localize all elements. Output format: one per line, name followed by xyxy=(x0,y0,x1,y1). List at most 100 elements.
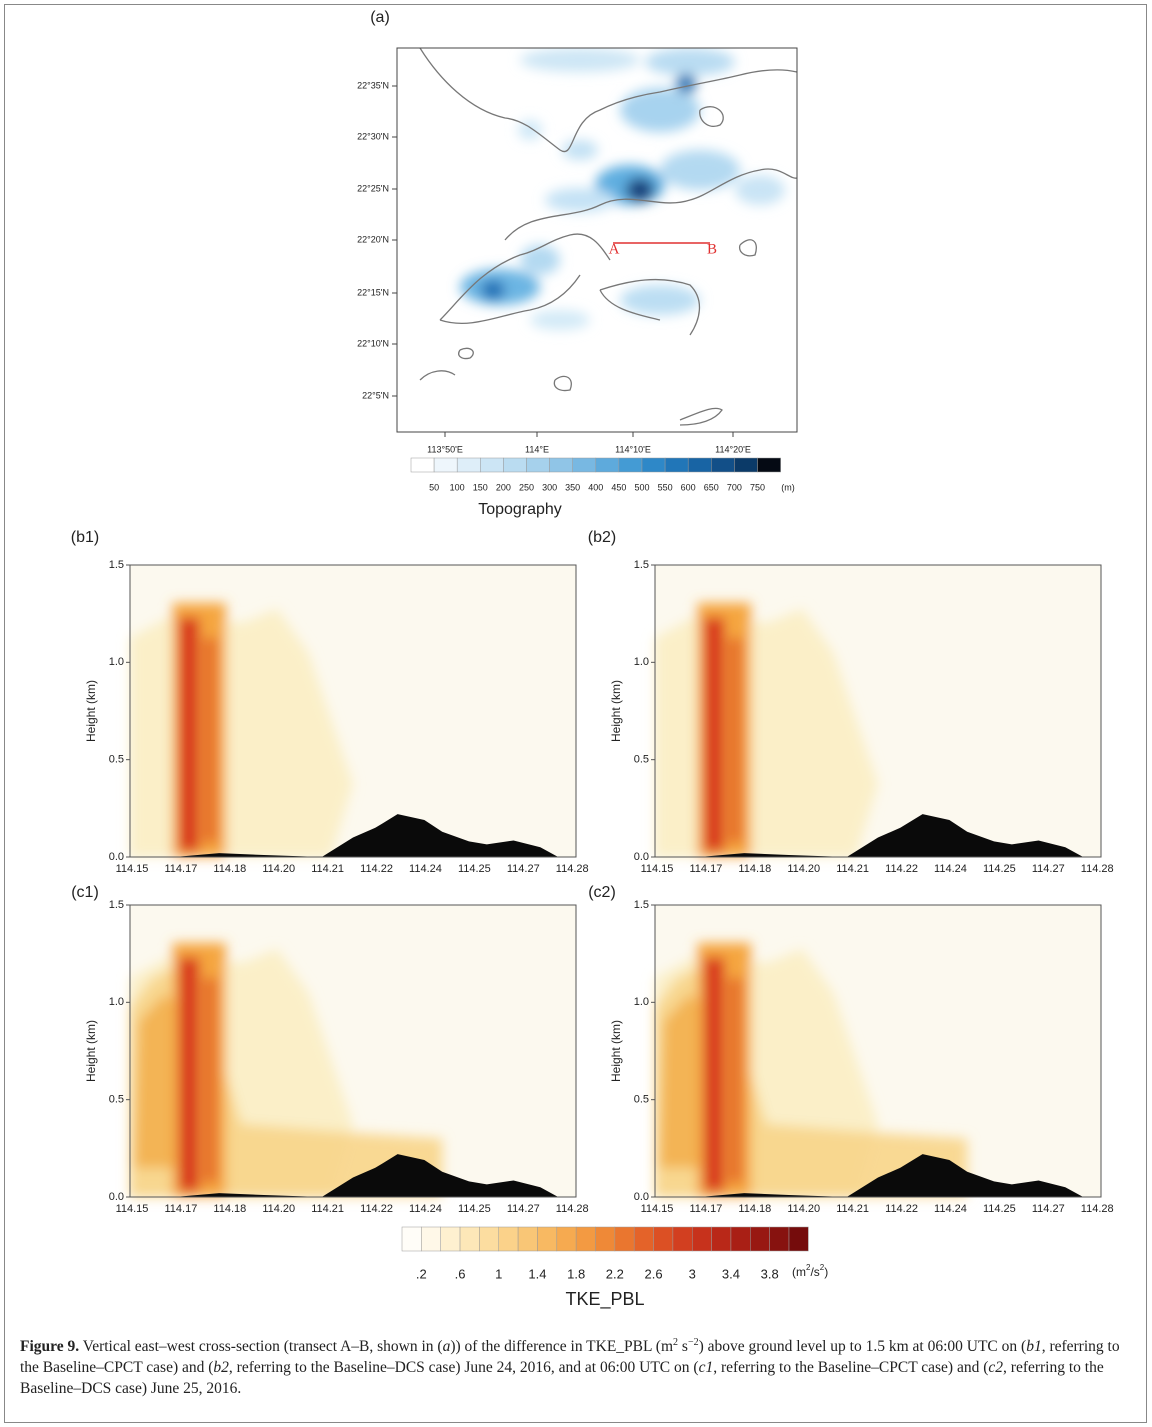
colorbar-label: 700 xyxy=(727,482,742,492)
terrain xyxy=(655,1154,1101,1197)
colorbar-box xyxy=(711,1226,732,1252)
y-tick-label: 0.5 xyxy=(109,1094,124,1106)
caption-text: 2 xyxy=(673,1336,679,1348)
y-tick-label: 0.5 xyxy=(634,754,649,766)
colorbar-label: 400 xyxy=(588,482,603,492)
caption-text: )) of the difference in TKE_PBL (m xyxy=(450,1338,674,1355)
x-tick-label: 114.24 xyxy=(934,863,967,875)
y-tick-label: 1.0 xyxy=(109,656,124,668)
lon-label: 114°20'E xyxy=(715,444,751,454)
colorbar-label: 150 xyxy=(473,482,488,492)
colorbar-label: 2.6 xyxy=(645,1266,663,1281)
y-tick-label: 1.5 xyxy=(634,899,649,911)
colorbar-box xyxy=(653,1226,674,1252)
unit-part: /s xyxy=(810,1265,819,1279)
colorbar-box xyxy=(618,457,643,473)
colorbar-box xyxy=(769,1226,790,1252)
colorbar-label: 1 xyxy=(495,1266,502,1281)
x-tick-label: 114.18 xyxy=(213,863,246,875)
x-tick-label: 114.24 xyxy=(409,863,442,875)
topography-shading xyxy=(460,48,785,330)
figure-border xyxy=(4,4,1147,1423)
terrain xyxy=(130,814,576,857)
x-tick-label: 114.15 xyxy=(641,1203,674,1215)
colorbar-label: 3.4 xyxy=(722,1266,740,1281)
lat-label: 22°30'N xyxy=(357,131,389,141)
colorbar-box xyxy=(401,1226,422,1252)
map-background xyxy=(397,48,797,432)
x-tick-label: 114.28 xyxy=(556,1203,589,1215)
colorbar-box xyxy=(480,457,504,473)
x-tick-label: 114.21 xyxy=(311,863,344,875)
colorbar-label: 750 xyxy=(750,482,765,492)
lat-label: 22°15'N xyxy=(357,287,389,297)
x-tick-label: 114.27 xyxy=(507,1203,540,1215)
tke-contour xyxy=(203,638,217,843)
caption-text: b2 xyxy=(213,1359,229,1376)
terrain xyxy=(655,814,1101,857)
transect-point: A xyxy=(609,241,620,257)
lat-label: 22°35'N xyxy=(357,80,389,90)
colorbar-box xyxy=(687,457,712,473)
x-tick-label: 114.27 xyxy=(1032,863,1065,875)
x-tick-label: 114.22 xyxy=(885,1203,918,1215)
panel-label: (b2) xyxy=(588,529,616,546)
colorbar-box xyxy=(526,457,550,473)
y-tick-label: 1.0 xyxy=(109,996,124,1008)
y-tick-label: 0.0 xyxy=(634,851,649,863)
colorbar-box xyxy=(595,457,620,473)
x-tick-label: 114.20 xyxy=(787,863,820,875)
colorbar-label: 250 xyxy=(519,482,534,492)
colorbar-box xyxy=(572,457,597,473)
colorbar-box xyxy=(456,457,481,473)
tke-shading xyxy=(655,602,878,857)
panel-label: (c2) xyxy=(588,884,616,901)
tke-contour xyxy=(704,957,725,1192)
x-tick-label: 114.18 xyxy=(213,1203,246,1215)
plot-frame xyxy=(129,564,577,858)
tke-contour xyxy=(134,992,184,1168)
colorbar-label: 3 xyxy=(689,1266,696,1281)
figure-caption: Figure 9. Vertical east–west cross-secti… xyxy=(20,1336,1136,1399)
y-axis-label: Height (km) xyxy=(609,680,623,742)
caption-text: b1 xyxy=(1026,1338,1042,1355)
colorbar-title: Topography xyxy=(478,501,562,518)
tke-contour xyxy=(728,638,742,843)
colorbar-unit: (m2/s2) xyxy=(792,1263,828,1279)
colorbar-label: 350 xyxy=(565,482,580,492)
caption-text: c1 xyxy=(698,1359,714,1376)
tke-contour xyxy=(704,617,725,852)
tke-contour xyxy=(659,992,709,1168)
x-tick-label: 114.21 xyxy=(836,1203,869,1215)
colorbar-label: 50 xyxy=(429,482,439,492)
colorbar-box xyxy=(664,457,689,473)
plot-frame xyxy=(654,904,1102,1198)
colorbar-box xyxy=(734,457,758,473)
tke-contour xyxy=(179,957,200,1192)
panel-label: (c1) xyxy=(71,884,99,901)
colorbar-box xyxy=(575,1226,596,1252)
map-area xyxy=(397,48,797,432)
x-tick-label: 114.25 xyxy=(983,863,1016,875)
colorbar-label: 650 xyxy=(704,482,719,492)
x-tick-label: 114.28 xyxy=(1081,863,1114,875)
x-tick-label: 114.17 xyxy=(689,863,722,875)
plot-frame xyxy=(129,904,577,1198)
y-tick-label: 1.0 xyxy=(634,996,649,1008)
colorbar-box xyxy=(479,1226,499,1252)
x-tick-label: 114.24 xyxy=(409,1203,442,1215)
x-tick-label: 114.27 xyxy=(507,863,540,875)
panel-label: (b1) xyxy=(71,529,99,546)
lat-label: 22°20'N xyxy=(357,234,389,244)
caption-text: , referring to the Baseline–CPCT case) a… xyxy=(713,1359,989,1376)
x-tick-label: 114.25 xyxy=(458,1203,491,1215)
terrain xyxy=(130,1154,576,1197)
tke-contour xyxy=(203,978,217,1183)
x-tick-label: 114.25 xyxy=(458,863,491,875)
y-tick-label: 0.5 xyxy=(634,1094,649,1106)
caption-text: s xyxy=(678,1338,688,1355)
colorbar-box xyxy=(517,1226,538,1252)
cross-section-panel: (b1) 0.0 0.5 1.0 1.5 114.15 114.17 114.18 114.20… xyxy=(71,529,589,875)
x-tick-label: 114.20 xyxy=(262,1203,295,1215)
colorbar-box xyxy=(614,1226,635,1252)
